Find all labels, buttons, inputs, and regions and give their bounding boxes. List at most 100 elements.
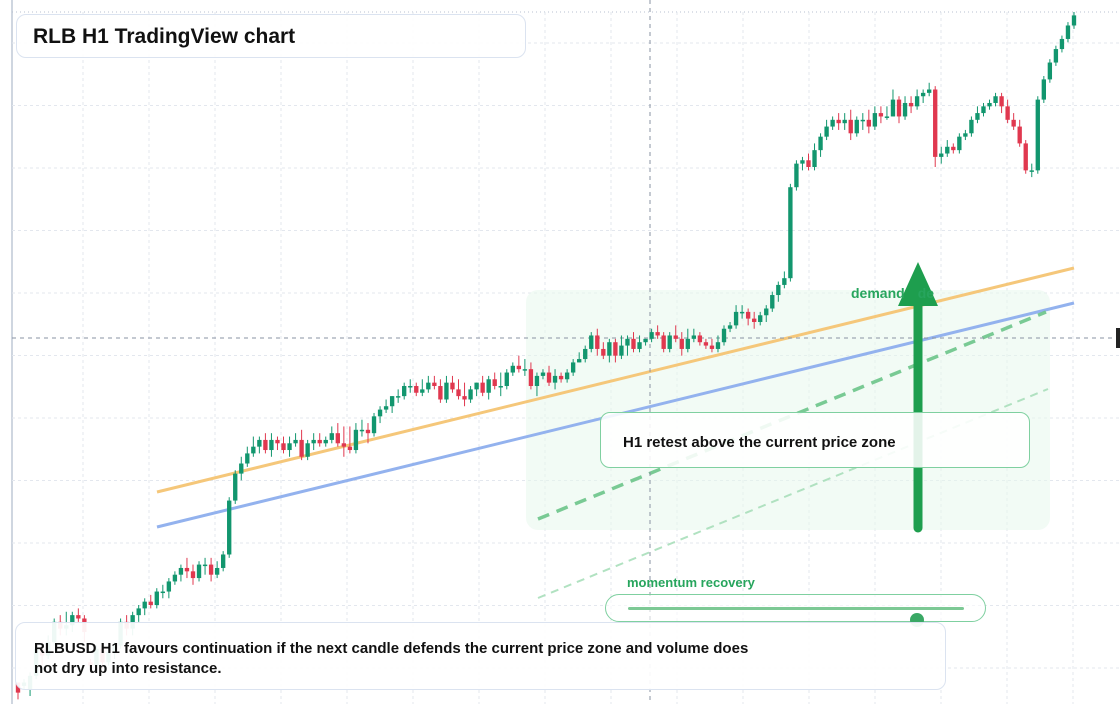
candle-body bbox=[402, 386, 407, 397]
candle-body bbox=[353, 429, 359, 451]
candle-body bbox=[251, 446, 256, 454]
candle-body bbox=[420, 389, 425, 393]
candle-body bbox=[190, 571, 196, 579]
candle-body bbox=[305, 443, 310, 457]
candle-body bbox=[1005, 106, 1010, 120]
candle-body bbox=[788, 187, 793, 279]
momentum-slider[interactable] bbox=[605, 594, 986, 627]
candle-body bbox=[709, 345, 715, 349]
candle-body bbox=[818, 136, 823, 151]
candle-body bbox=[329, 433, 334, 440]
candle-body bbox=[462, 396, 467, 400]
candle-body bbox=[383, 406, 389, 410]
demand-zone-fill bbox=[526, 290, 1050, 530]
candle-body bbox=[202, 564, 208, 567]
candle-body bbox=[154, 591, 159, 606]
candle-body bbox=[607, 342, 612, 356]
demand-label-tail: de bbox=[917, 285, 935, 301]
candle-body bbox=[263, 439, 268, 451]
candle-body bbox=[214, 567, 220, 575]
candle-body bbox=[450, 382, 455, 390]
candle-body bbox=[939, 153, 944, 157]
candle-body bbox=[963, 133, 968, 137]
candle-body bbox=[691, 335, 697, 339]
candle-body bbox=[752, 318, 757, 322]
candle-body bbox=[999, 96, 1004, 107]
candle-body bbox=[564, 372, 570, 380]
demand-label-text: demand bbox=[851, 285, 905, 301]
candle-body bbox=[1029, 170, 1034, 172]
candle-body bbox=[136, 608, 141, 616]
candle-body bbox=[782, 278, 787, 285]
candle-body bbox=[884, 116, 890, 118]
candle-body bbox=[1017, 126, 1022, 144]
crosshair bbox=[12, 0, 1120, 704]
candle-body bbox=[245, 453, 250, 464]
candle-body bbox=[577, 359, 582, 363]
candle-body bbox=[281, 443, 286, 451]
candle-body bbox=[601, 348, 606, 356]
candle-body bbox=[933, 89, 938, 157]
candle-body bbox=[142, 601, 147, 609]
candle-body bbox=[800, 160, 805, 164]
candle-body bbox=[570, 362, 576, 373]
candle-body bbox=[233, 473, 238, 501]
candle-body bbox=[812, 150, 817, 167]
candle-body bbox=[528, 369, 534, 387]
candle-body bbox=[287, 443, 292, 451]
candle-body bbox=[220, 554, 226, 568]
analysis-note-text: RLBUSD H1 favours continuation if the ne… bbox=[34, 640, 749, 677]
retest-callout: H1 retest above the current price zone bbox=[600, 412, 1030, 468]
candle-body bbox=[764, 308, 769, 316]
candle-body bbox=[981, 106, 986, 114]
candle-body bbox=[794, 163, 799, 188]
candle-body bbox=[1047, 62, 1053, 80]
candle-body bbox=[347, 446, 353, 451]
candle-body bbox=[1071, 15, 1077, 26]
candle-body bbox=[583, 348, 588, 360]
analysis-note: RLBUSD H1 favours continuation if the ne… bbox=[15, 622, 946, 690]
chart-title: RLB H1 TradingView chart bbox=[33, 25, 296, 48]
candle-body bbox=[389, 396, 395, 407]
candle-body bbox=[227, 500, 232, 555]
demand-label: demand de bbox=[851, 285, 934, 301]
candle-body bbox=[504, 372, 509, 387]
candle-body bbox=[993, 96, 998, 103]
candle-body bbox=[758, 315, 763, 322]
candle-body bbox=[486, 379, 491, 393]
candle-body bbox=[510, 365, 515, 373]
candle-body bbox=[130, 615, 135, 629]
projection-line-green bbox=[537, 310, 1047, 521]
candle-body bbox=[371, 416, 377, 434]
candle-body bbox=[184, 567, 190, 572]
candle-body bbox=[860, 119, 865, 122]
candle-body bbox=[172, 574, 178, 582]
candle-body bbox=[824, 126, 829, 137]
candle-body bbox=[474, 382, 479, 390]
candle-body bbox=[631, 338, 636, 349]
candle-body bbox=[196, 564, 202, 579]
candle-body bbox=[1023, 143, 1028, 171]
candle-body bbox=[408, 386, 413, 388]
candle-body bbox=[76, 615, 81, 619]
candle-body bbox=[902, 102, 908, 117]
momentum-slider-bar bbox=[628, 607, 964, 627]
candle-body bbox=[920, 92, 926, 97]
demand-zone bbox=[526, 290, 1050, 530]
candle-body bbox=[492, 379, 497, 387]
candle-body bbox=[908, 102, 914, 107]
candle-body bbox=[426, 382, 431, 390]
candle-body bbox=[745, 311, 751, 319]
candle-body bbox=[613, 342, 618, 356]
candle-body bbox=[558, 375, 564, 380]
candle-body bbox=[293, 439, 298, 444]
candle-body bbox=[1035, 99, 1040, 171]
candle-body bbox=[866, 119, 872, 127]
candle-body bbox=[498, 386, 503, 388]
candle-body bbox=[679, 338, 684, 349]
candle-body bbox=[619, 345, 624, 356]
candle-body bbox=[444, 382, 449, 400]
candle-body bbox=[414, 386, 419, 393]
